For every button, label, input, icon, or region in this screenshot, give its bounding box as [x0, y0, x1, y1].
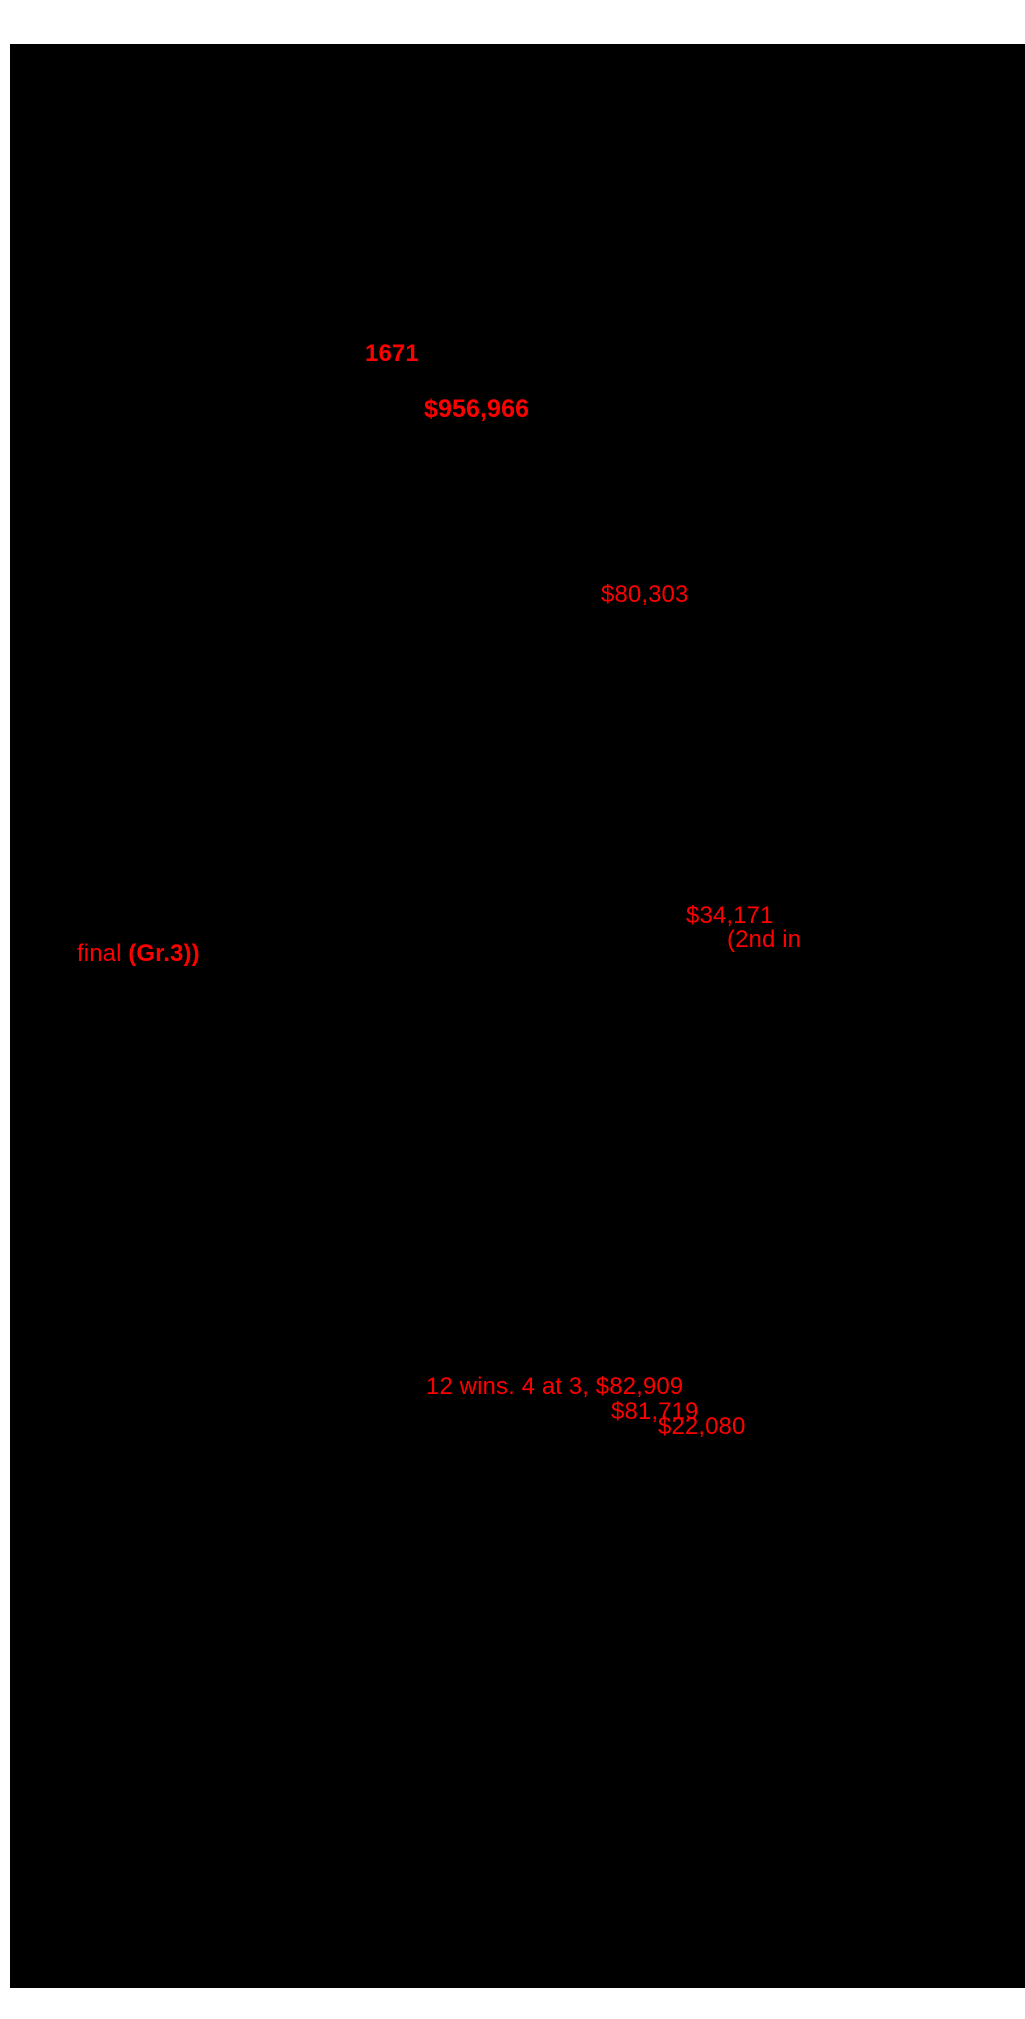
text-snippet-amount-22080: $22,080	[658, 1413, 746, 1440]
text-snippet-earnings-total: $956,966	[424, 395, 530, 423]
text-snippet-amount-34171: $34,171	[686, 902, 774, 929]
text-snippet-amount-81719: $81,719	[611, 1398, 699, 1425]
text-snippet-amount-80303: $80,303	[601, 581, 689, 608]
text-snippet-year: 1671	[365, 340, 419, 367]
text-snippet-race-record: 12 wins. 4 at 3, $82,909	[426, 1373, 684, 1400]
text-snippet-placing-note: (2nd in	[727, 926, 802, 953]
text-snippet-final-grade: final (Gr.3))	[77, 941, 200, 966]
text-run-final-prefix: final	[77, 940, 129, 967]
text-run-grade-label: (Gr.3))	[128, 940, 200, 967]
redaction-panel	[10, 44, 1025, 1988]
